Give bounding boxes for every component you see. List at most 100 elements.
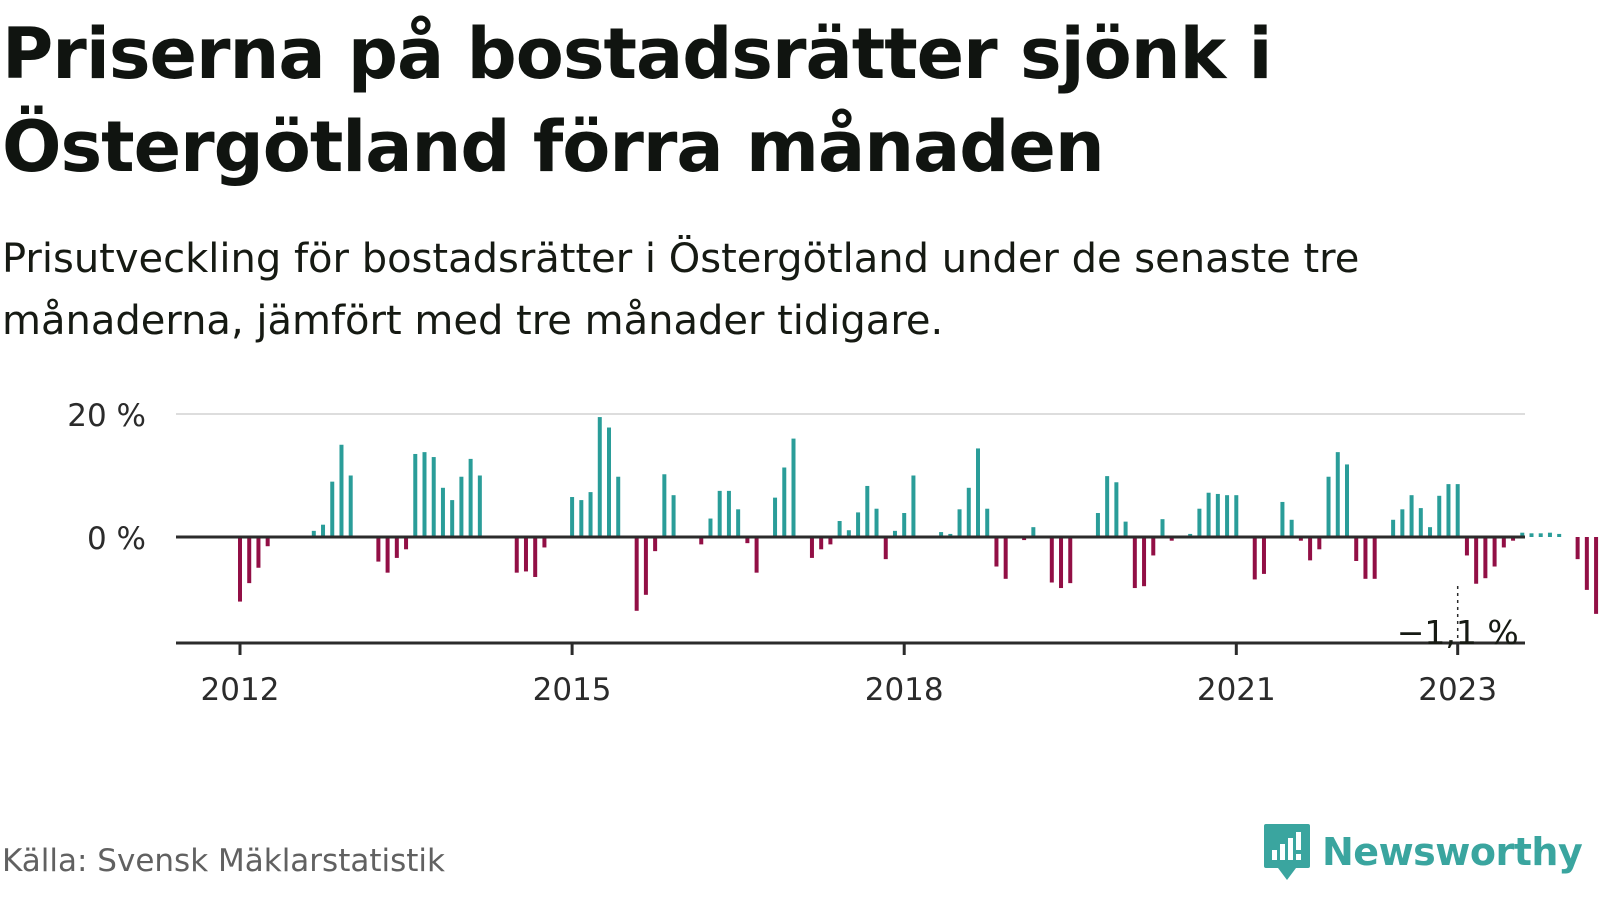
x-tick-label: 2015 (533, 672, 612, 708)
bar (1132, 537, 1137, 589)
bar (1437, 495, 1442, 537)
bar-chart: 20 % 0 % −1,1 % 2012 2015 2018 2021 2023 (67, 398, 1599, 708)
bar (726, 490, 731, 537)
bar (348, 475, 353, 537)
bar (579, 500, 584, 537)
bar (422, 452, 427, 537)
bar (1409, 495, 1414, 537)
bar (1252, 537, 1257, 580)
bar (1188, 533, 1193, 537)
bar (773, 497, 778, 537)
bar (1501, 537, 1506, 548)
bar (883, 537, 888, 560)
bar (1354, 537, 1359, 561)
bar (1049, 537, 1054, 583)
bar (413, 453, 418, 537)
bar (523, 537, 528, 572)
bar (385, 537, 390, 573)
bar (736, 509, 741, 537)
bar (634, 537, 639, 611)
bar (1114, 482, 1119, 537)
bar (1594, 537, 1599, 614)
bar (957, 509, 962, 537)
bar (311, 530, 316, 537)
bar (1335, 452, 1340, 537)
bar (939, 532, 944, 537)
brand-name: Newsworthy (1322, 830, 1583, 874)
bar (1538, 533, 1543, 537)
bar (533, 537, 538, 577)
bar (1068, 537, 1073, 584)
bar (717, 490, 722, 537)
bar (994, 537, 999, 567)
bar (1428, 527, 1433, 537)
bar (1529, 533, 1534, 537)
bar (874, 508, 879, 537)
bar (1511, 537, 1516, 541)
bar (1031, 527, 1036, 537)
bar (468, 458, 473, 537)
bar (1345, 464, 1349, 537)
bar (459, 476, 464, 537)
y-tick-label: 20 % (67, 398, 146, 434)
bar (1169, 537, 1174, 541)
bar (1234, 495, 1239, 537)
y-tick-label: 0 % (87, 521, 146, 557)
bar (662, 474, 667, 537)
bar (865, 485, 870, 537)
bar (597, 417, 602, 537)
bar (911, 475, 916, 537)
bar (1520, 532, 1525, 537)
bar (1326, 476, 1331, 537)
bar (1142, 537, 1147, 587)
bar (1464, 537, 1469, 556)
bar (339, 444, 344, 537)
bar (1059, 537, 1064, 589)
chart-title: Priserna på bostadsrätter sjönk i Österg… (2, 13, 1273, 188)
bar (856, 512, 861, 537)
bar (1151, 537, 1156, 556)
bar (321, 524, 326, 537)
bar (1280, 501, 1285, 537)
bar (1547, 532, 1552, 537)
bar (1317, 537, 1322, 550)
bar (1474, 537, 1479, 584)
bar (1022, 537, 1027, 541)
bar (1483, 537, 1488, 579)
bar (902, 513, 907, 537)
bar (671, 495, 676, 537)
bar (440, 487, 445, 537)
bar (1261, 537, 1266, 574)
bar (404, 537, 409, 550)
bar (708, 518, 713, 537)
bar (1400, 509, 1405, 537)
bar (1455, 484, 1460, 537)
bar (745, 537, 750, 544)
bar (699, 537, 704, 545)
bar (542, 537, 547, 548)
bar (570, 497, 575, 537)
bar (1575, 537, 1580, 560)
bar (1197, 508, 1202, 537)
bar (985, 508, 990, 537)
bar (1492, 537, 1497, 567)
bar (754, 537, 759, 573)
bar (330, 481, 335, 537)
bar (376, 537, 381, 562)
newsworthy-logo-icon (1264, 824, 1310, 880)
bar (1105, 476, 1110, 537)
bar (616, 476, 621, 537)
bar (791, 438, 796, 537)
x-tick-label: 2012 (201, 672, 280, 708)
bar (837, 521, 842, 537)
bar (1308, 537, 1313, 561)
bar (809, 537, 814, 558)
annotation-label: −1,1 % (1397, 613, 1519, 652)
source-note: Källa: Svensk Mäklarstatistik (2, 843, 445, 879)
bar (1095, 513, 1100, 537)
bar (828, 537, 833, 545)
bar (1391, 519, 1396, 537)
bar (247, 537, 252, 584)
bar (976, 448, 980, 537)
bar (782, 467, 787, 537)
